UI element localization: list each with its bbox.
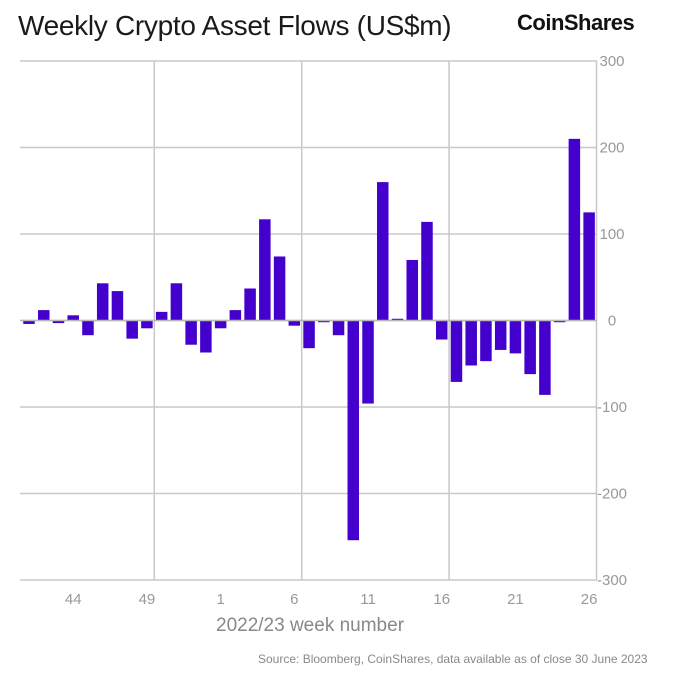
bar-week-12	[377, 182, 389, 321]
bar-week-51	[170, 283, 183, 321]
bar-week-13	[391, 318, 404, 321]
coinshares-logo: CoinShares	[517, 10, 635, 35]
bar-week-45	[82, 320, 94, 336]
bar-week-5	[273, 256, 286, 321]
bar-week-53	[200, 320, 212, 353]
bar-week-3	[244, 288, 256, 321]
bar-week-8	[318, 320, 330, 323]
bar-week-17	[450, 320, 463, 382]
bar-week-48	[126, 320, 138, 339]
bar-week-44	[67, 315, 79, 321]
bar-week-21	[509, 320, 522, 354]
x-tick-label: 6	[290, 591, 298, 608]
bar-week-52	[185, 320, 197, 345]
y-tick-label: 300	[599, 53, 624, 70]
bar-week-47	[111, 291, 124, 321]
x-tick-label: 49	[139, 591, 156, 608]
y-tick-label: 100	[599, 226, 624, 243]
bar-week-46	[96, 283, 109, 321]
bar-week-1	[214, 320, 227, 329]
source-note: Source: Bloomberg, CoinShares, data avai…	[258, 652, 648, 666]
x-axis-label: 2022/23 week number	[216, 615, 405, 636]
y-tick-label: -200	[597, 486, 627, 503]
bar-week-26	[583, 212, 595, 321]
y-tick-label: 0	[608, 313, 616, 330]
bar-week-14	[406, 259, 418, 321]
y-tick-label: -100	[597, 399, 627, 416]
bar-week-2	[229, 310, 242, 321]
x-tick-label: 1	[216, 591, 224, 608]
bar-week-41	[23, 320, 35, 324]
bar-week-42	[37, 310, 50, 321]
bar-week-19	[480, 320, 492, 362]
bar-week-10	[347, 320, 360, 541]
bar-week-25	[568, 138, 581, 321]
x-tick-label: 11	[360, 591, 376, 608]
bar-week-49	[141, 320, 153, 329]
x-tick-label: 16	[433, 591, 450, 608]
bar-week-7	[303, 320, 315, 349]
bar-week-15	[421, 221, 433, 321]
chart-title: Weekly Crypto Asset Flows (US$m)	[18, 10, 452, 41]
bar-week-20	[494, 320, 507, 350]
bar-week-6	[288, 320, 301, 326]
bar-week-23	[539, 320, 551, 395]
x-tick-label: 44	[65, 591, 82, 608]
bar-week-11	[362, 320, 374, 404]
y-tick-label: -300	[597, 572, 627, 589]
bar-week-16	[435, 320, 448, 340]
x-tick-label: 21	[507, 591, 524, 608]
bar-week-50	[155, 311, 168, 321]
bar-week-24	[553, 320, 566, 323]
y-tick-label: 200	[599, 140, 624, 157]
bar-week-22	[524, 320, 536, 375]
x-tick-label: 26	[581, 591, 598, 608]
bar-week-43	[52, 320, 65, 324]
bar-week-4	[259, 219, 271, 321]
bar-week-18	[465, 320, 477, 366]
bar-week-9	[332, 320, 345, 336]
